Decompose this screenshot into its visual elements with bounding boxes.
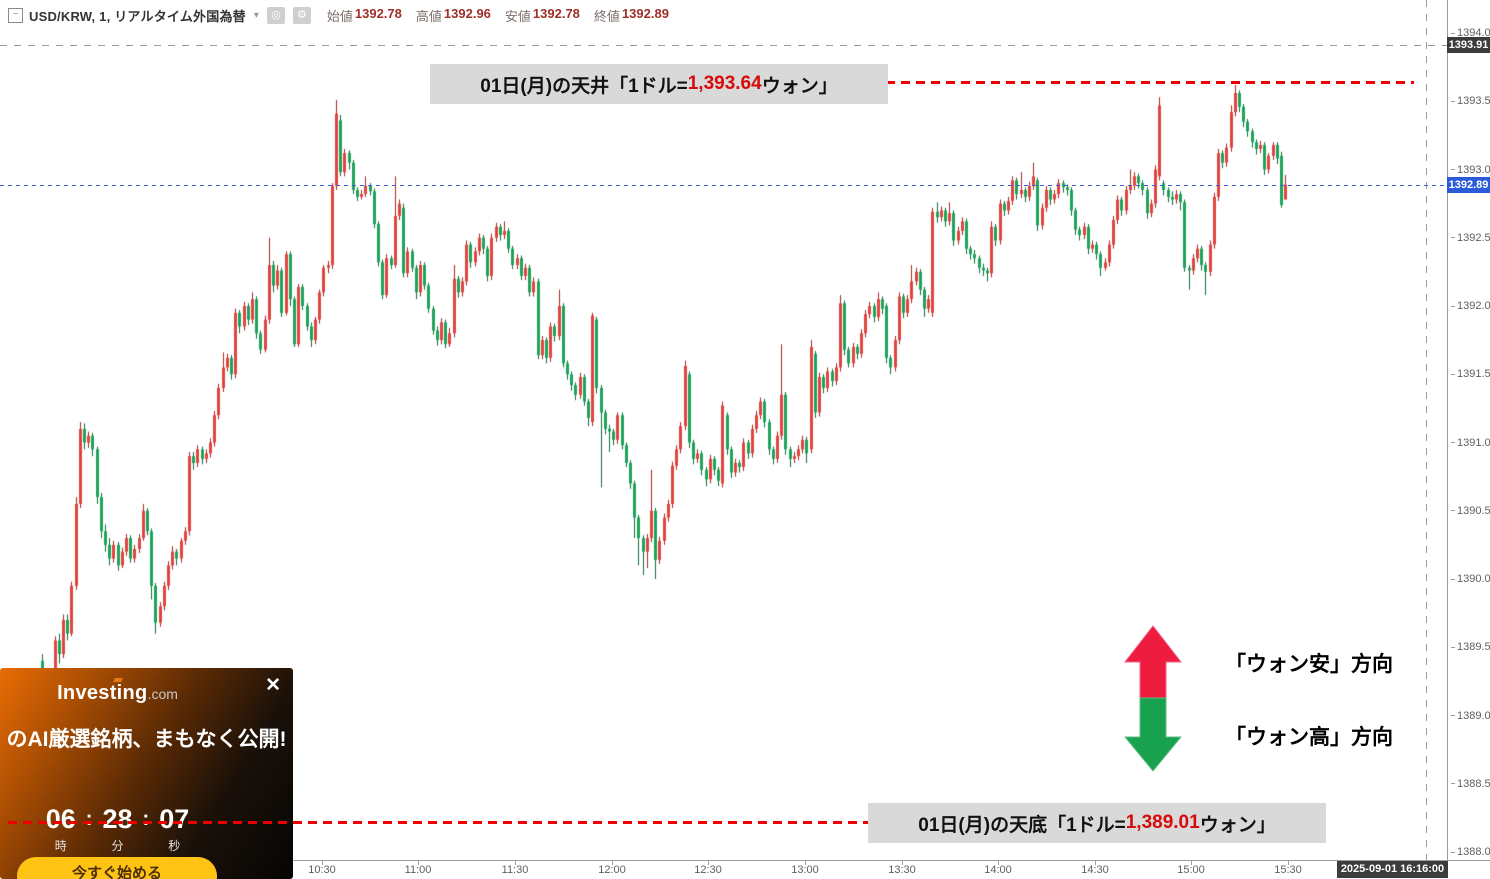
time-tick-label: 15:30	[1274, 864, 1302, 876]
time-tick-label: 14:30	[1081, 864, 1109, 876]
crosshair-time-badge: 2025-09-01 16:16:00	[1337, 861, 1448, 878]
promo-ad-panel: ✕ Investing .com のAI厳選銘柄、まもなく公開! 06 時 : 28…	[0, 668, 293, 879]
hours-label: 時	[54, 839, 67, 853]
day-low-suffix: ウォン」	[1199, 814, 1276, 836]
brand-suffix: .com	[147, 686, 178, 702]
day-low-annotation: 01日(月)の天底「1ドル= 1,389.01 ウォン」	[868, 803, 1326, 843]
price-tick-label: 1393.00	[1451, 164, 1490, 176]
time-tick-label: 13:00	[791, 864, 819, 876]
time-tick-label: 12:30	[694, 864, 722, 876]
time-tick-mark	[515, 861, 516, 865]
seconds-label: 秒	[168, 839, 181, 853]
won-direction-arrows	[1123, 625, 1183, 772]
time-tick-label: 11:30	[501, 864, 529, 876]
ohlc-readout: 始値 1392.78 高値 1392.96 安値 1392.78 終値 1392.89	[327, 6, 669, 25]
price-tick-label: 1392.00	[1451, 300, 1490, 312]
countdown-seconds: 07	[159, 804, 190, 834]
ad-headline: のAI厳選銘柄、まもなく公開!	[6, 728, 287, 751]
day-high-annotation: 01日(月)の天井「1ドル= 1,393.64 ウォン」	[430, 64, 888, 104]
crosshair-price-badge: 1393.91	[1447, 37, 1490, 53]
time-axis[interactable]: 10:30 11:00 11:30 12:00 12:30 13:00 13:30 14:00…	[0, 860, 1490, 879]
last-price-badge: 1392.89	[1447, 177, 1490, 193]
time-tick-label: 11:00	[404, 864, 432, 876]
time-tick-label: 15:00	[1177, 864, 1205, 876]
high-label: 高値	[415, 8, 442, 24]
time-tick-mark	[1288, 861, 1289, 865]
price-tick-label: 1388.00	[1451, 846, 1490, 858]
close-value: 1392.89	[621, 5, 669, 21]
chevron-down-icon[interactable]: ▾	[253, 9, 259, 21]
close-label: 終値	[593, 8, 620, 24]
cta-button[interactable]: 今すぐ始める	[17, 857, 217, 879]
gear-icon[interactable]: ⚙	[292, 6, 311, 24]
time-tick-mark	[322, 861, 323, 865]
price-tick-label: 1389.00	[1451, 710, 1490, 722]
day-high-text: 01日(月)の天井「1ドル=	[480, 75, 688, 97]
low-value: 1392.78	[532, 5, 580, 21]
time-tick-mark	[902, 861, 903, 865]
open-value: 1392.78	[354, 5, 402, 21]
day-high-suffix: ウォン」	[761, 75, 838, 97]
countdown-separator: :	[142, 808, 150, 830]
open-label: 始値	[326, 8, 353, 24]
time-tick-mark	[1095, 861, 1096, 865]
close-icon[interactable]: ✕	[265, 675, 281, 696]
won-weak-direction-label: 「ウォン安」方向	[1225, 653, 1393, 676]
time-tick-mark	[1191, 861, 1192, 865]
time-tick-mark	[805, 861, 806, 865]
high-value: 1392.96	[443, 5, 491, 21]
price-tick-label: 1394.00	[1451, 27, 1490, 39]
indicator-icon[interactable]: ◎	[266, 6, 285, 24]
time-tick-label: 14:00	[984, 864, 1012, 876]
countdown-minutes: 28	[102, 804, 133, 834]
logo-accent	[112, 678, 123, 682]
low-label: 安値	[504, 8, 531, 24]
countdown-timer: 06 時 : 28 分 : 07 秒	[0, 806, 235, 854]
countdown-separator: :	[85, 808, 93, 830]
day-high-value: 1,393.64	[687, 73, 762, 94]
time-tick-label: 10:30	[308, 864, 336, 876]
crosshair-vertical-line	[1426, 0, 1427, 860]
day-low-text: 01日(月)の天底「1ドル=	[918, 814, 1126, 836]
countdown-hours: 06	[45, 804, 76, 834]
minutes-label: 分	[111, 839, 124, 853]
down-arrow-icon	[1123, 697, 1183, 772]
price-tick-label: 1389.50	[1451, 641, 1490, 653]
day-low-value: 1,389.01	[1125, 812, 1200, 833]
time-tick-label: 13:30	[888, 864, 916, 876]
crosshair-horizontal-line	[0, 45, 1447, 46]
chart-header: − USD/KRW, 1, リアルタイム外国為替 ▾ ◎ ⚙ 始値 1392.78…	[0, 0, 1448, 30]
price-tick-label: 1391.00	[1451, 437, 1490, 449]
time-tick-label: 12:00	[598, 864, 626, 876]
price-axis[interactable]: 1394.00 1393.50 1393.00 1392.50 1392.00 1391.…	[1447, 0, 1490, 860]
symbol-title[interactable]: USD/KRW, 1, リアルタイム外国為替	[29, 8, 246, 24]
price-tick-label: 1393.50	[1451, 95, 1490, 107]
brand-text: Investing	[57, 678, 148, 704]
price-tick-label: 1390.50	[1451, 505, 1490, 517]
up-arrow-icon	[1123, 625, 1183, 699]
price-tick-label: 1388.50	[1451, 778, 1490, 790]
time-tick-mark	[612, 861, 613, 865]
price-tick-label: 1392.50	[1451, 232, 1490, 244]
time-tick-mark	[418, 861, 419, 865]
price-tick-label: 1390.00	[1451, 573, 1490, 585]
day-low-dashed-line	[8, 821, 868, 824]
day-high-dashed-line	[886, 81, 1414, 84]
won-strong-direction-label: 「ウォン高」方向	[1225, 726, 1393, 749]
last-price-line	[0, 185, 1447, 186]
investing-logo: Investing .com	[0, 678, 235, 705]
collapse-icon[interactable]: −	[8, 7, 23, 23]
price-tick-label: 1391.50	[1451, 368, 1490, 380]
time-tick-mark	[708, 861, 709, 865]
time-tick-mark	[998, 861, 999, 865]
